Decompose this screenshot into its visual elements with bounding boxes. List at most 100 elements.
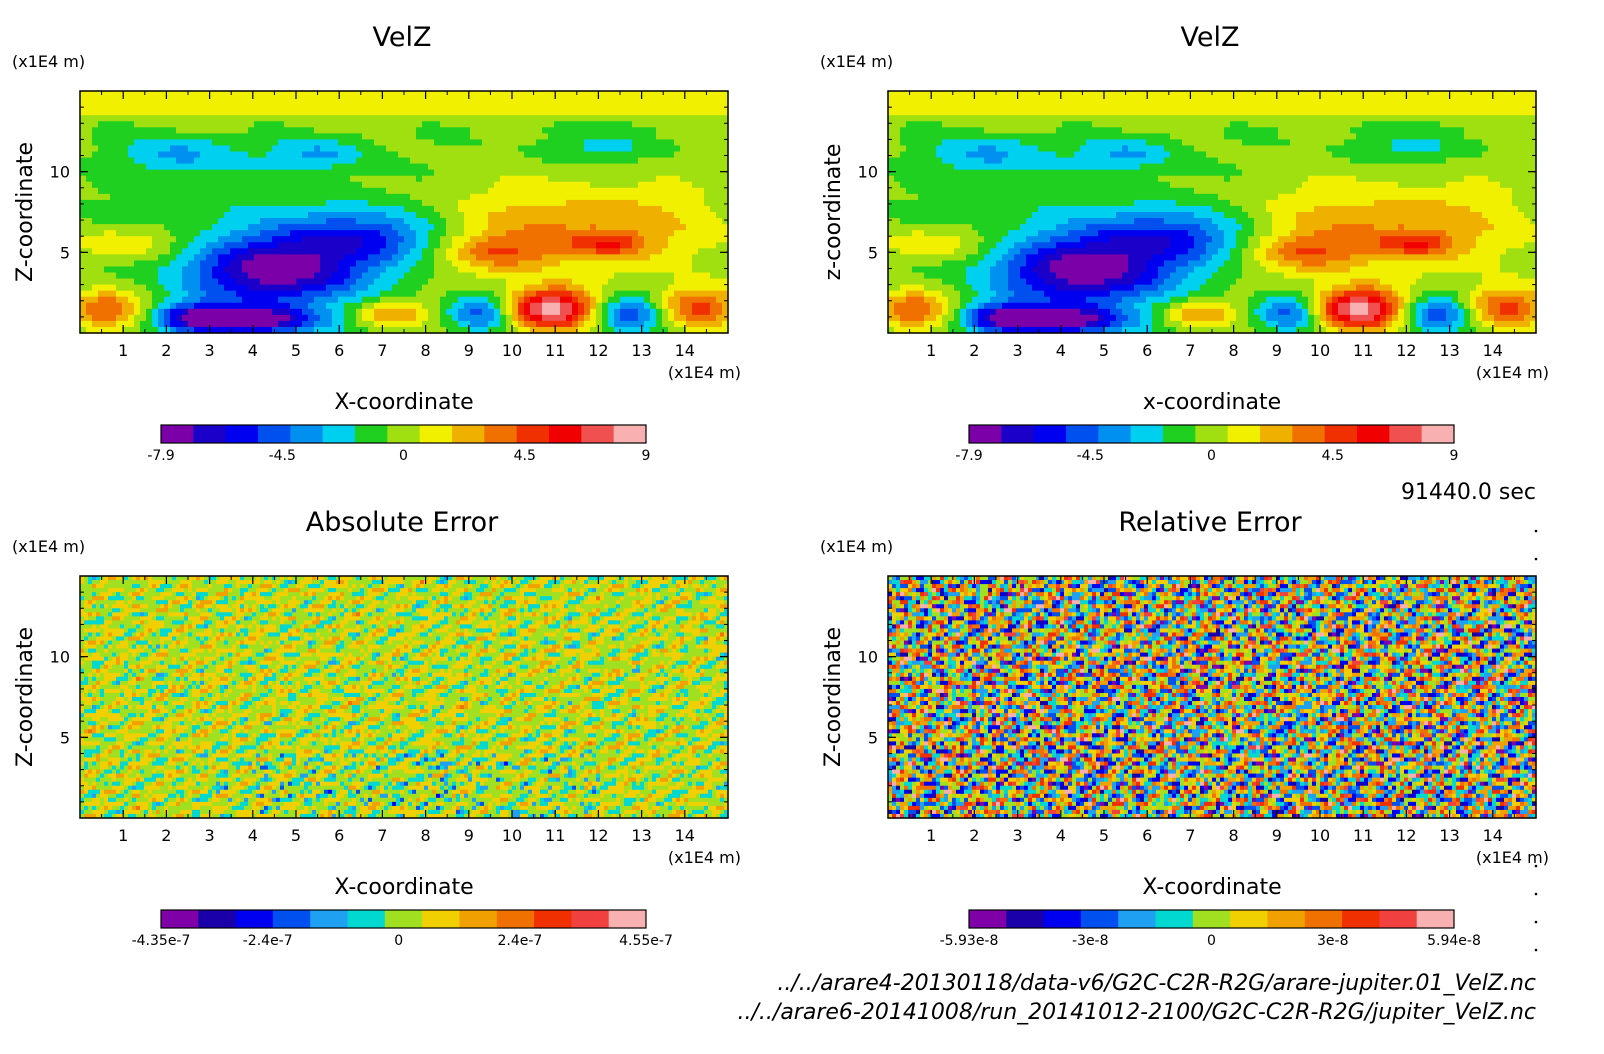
heatmap-cell — [614, 230, 621, 237]
heatmap-cell — [122, 169, 129, 177]
heatmap-cell — [602, 242, 609, 249]
heatmap-cell — [912, 290, 919, 298]
heatmap-cell — [296, 218, 303, 225]
heatmap-cell — [224, 91, 231, 98]
heatmap-cell — [894, 139, 901, 147]
heatmap-cell — [686, 151, 693, 159]
heatmap-cell — [542, 218, 549, 225]
heatmap-cell — [590, 278, 597, 286]
heatmap-cell — [206, 187, 213, 195]
heatmap-cell — [524, 326, 531, 334]
heatmap-cell — [350, 224, 357, 231]
heatmap-cell — [152, 218, 159, 225]
heatmap-cell — [134, 121, 141, 128]
heatmap-cell — [942, 278, 949, 286]
heatmap-cell — [548, 91, 555, 98]
heatmap-cell — [182, 218, 189, 225]
heatmap-cell — [176, 133, 183, 140]
heatmap-cell — [290, 127, 297, 134]
heatmap-cell — [930, 181, 937, 189]
heatmap-cell — [650, 103, 657, 110]
heatmap-cell — [440, 181, 447, 189]
heatmap-cell — [380, 139, 387, 147]
heatmap-cell — [134, 296, 141, 304]
heatmap-cell — [530, 115, 537, 122]
heatmap-cell — [704, 218, 711, 225]
heatmap-cell — [368, 218, 375, 225]
heatmap-cell — [924, 115, 931, 122]
heatmap-cell — [674, 272, 681, 280]
heatmap-cell — [164, 254, 171, 261]
heatmap-cell — [158, 169, 165, 177]
heatmap-cell — [98, 278, 105, 286]
heatmap-cell — [608, 242, 615, 249]
heatmap-cell — [888, 272, 895, 280]
heatmap-cell — [260, 175, 267, 183]
heatmap-cell — [320, 157, 327, 165]
heatmap-cell — [284, 266, 291, 274]
heatmap-cell — [188, 284, 195, 292]
heatmap-cell — [900, 314, 907, 322]
heatmap-cell — [422, 296, 429, 304]
heatmap-cell — [698, 169, 705, 177]
heatmap-cell — [668, 169, 675, 177]
heatmap-cell — [218, 266, 225, 274]
heatmap-cell — [482, 212, 489, 219]
heatmap-cell — [912, 230, 919, 237]
heatmap-cell — [888, 302, 895, 310]
heatmap-cell — [194, 133, 201, 140]
heatmap-cell — [506, 236, 513, 243]
heatmap-cell — [888, 151, 895, 159]
heatmap-cell — [386, 230, 393, 237]
heatmap-cell — [548, 97, 555, 104]
heatmap-cell — [398, 97, 405, 104]
heatmap-cell — [86, 260, 93, 268]
heatmap-cell — [632, 157, 639, 165]
heatmap-cell — [716, 103, 723, 110]
heatmap-cell — [182, 97, 189, 104]
heatmap-cell — [320, 218, 327, 225]
heatmap-cell — [596, 199, 603, 207]
heatmap-cell — [512, 230, 519, 237]
heatmap-cell — [362, 248, 369, 255]
heatmap-cell — [128, 199, 135, 207]
heatmap-cell — [326, 139, 333, 147]
heatmap-cell — [918, 115, 925, 122]
heatmap-cell — [320, 103, 327, 110]
heatmap-cell — [924, 169, 931, 177]
heatmap-cell — [236, 115, 243, 122]
heatmap-cell — [584, 302, 591, 310]
heatmap-cell — [296, 320, 303, 328]
heatmap-cell — [954, 260, 961, 268]
heatmap-cell — [464, 278, 471, 286]
heatmap-cell — [242, 199, 249, 207]
heatmap-cell — [954, 103, 961, 110]
heatmap-cell — [590, 133, 597, 140]
heatmap-cell — [626, 314, 633, 322]
heatmap-cell — [428, 248, 435, 255]
heatmap-cell — [560, 302, 567, 310]
heatmap-cell — [362, 290, 369, 298]
heatmap-cell — [164, 187, 171, 195]
heatmap-cell — [206, 242, 213, 249]
heatmap-cell — [158, 218, 165, 225]
heatmap-cell — [620, 139, 627, 147]
heatmap-cell — [128, 133, 135, 140]
heatmap-cell — [924, 91, 931, 98]
heatmap-cell — [392, 236, 399, 243]
heatmap-cell — [458, 212, 465, 219]
heatmap-cell — [326, 242, 333, 249]
heatmap-cell — [356, 242, 363, 249]
heatmap-cell — [116, 175, 123, 183]
heatmap-cell — [98, 181, 105, 189]
heatmap-cell — [894, 266, 901, 274]
heatmap-cell — [500, 103, 507, 110]
heatmap-cell — [206, 109, 213, 116]
heatmap-cell — [722, 248, 729, 255]
heatmap-cell — [452, 157, 459, 165]
heatmap-cell — [128, 145, 135, 153]
heatmap-cell — [476, 320, 483, 328]
heatmap-cell — [422, 290, 429, 298]
heatmap-cell — [716, 151, 723, 159]
heatmap-cell — [668, 175, 675, 183]
